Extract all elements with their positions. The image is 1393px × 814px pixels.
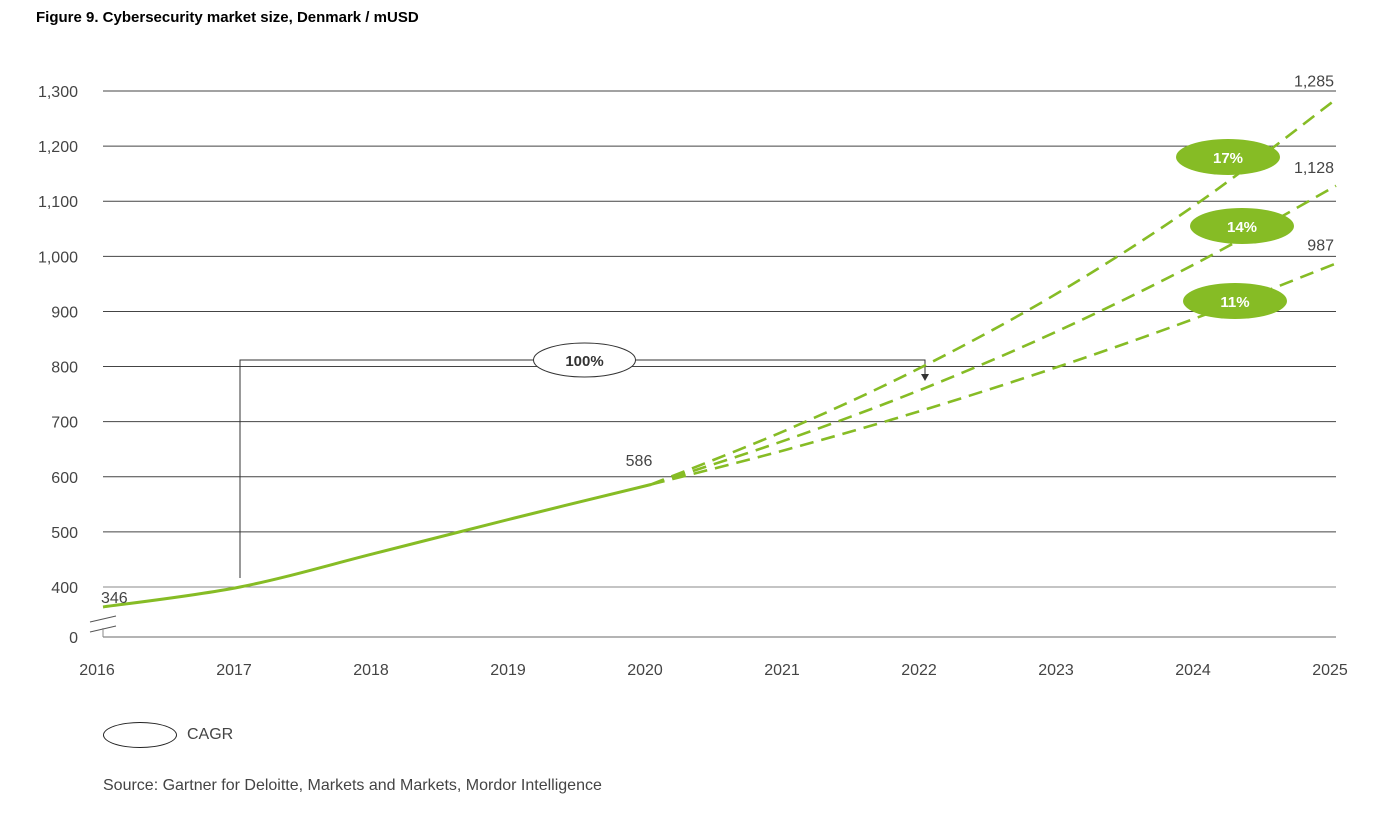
- y-tick-label: 500: [51, 525, 78, 542]
- x-tick-label: 2025: [1312, 662, 1348, 679]
- x-tick-label: 2023: [1038, 662, 1074, 679]
- y-tick-label: 1,300: [38, 84, 78, 101]
- axis-break-mark: [89, 615, 117, 623]
- gridlines: [89, 90, 1336, 638]
- projection-line: [650, 98, 1337, 486]
- y-tick-label: 0: [69, 630, 78, 647]
- legend: CAGR: [103, 722, 233, 748]
- historical-line: [102, 483, 652, 609]
- projection-line: [650, 184, 1337, 486]
- data-labels: 1,285 17% 1,128 14% 987 11% 346 586: [101, 73, 1334, 607]
- y-tick-label: 400: [51, 580, 78, 597]
- series: [102, 98, 1337, 609]
- end-value-label: 1,285: [1294, 73, 1334, 90]
- x-tick-label: 2016: [79, 662, 115, 679]
- y-tick-label: 1,100: [38, 194, 78, 211]
- cagr-bubble-label: 14%: [1227, 219, 1257, 236]
- x-tick-label: 2018: [353, 662, 389, 679]
- x-tick-label: 2017: [216, 662, 252, 679]
- end-value-label: 987: [1307, 237, 1334, 254]
- y-tick-label: 1,000: [38, 249, 78, 266]
- x-tick-label: 2020: [627, 662, 663, 679]
- cagr-bubble-label: 17%: [1213, 150, 1243, 167]
- x-tick-label: 2022: [901, 662, 937, 679]
- y-axis-ticks: 0 400 500 600 700 800 900 1,000 1,100 1,200 1,300: [38, 84, 78, 647]
- cagr-ellipse: [533, 342, 636, 378]
- y-tick-label: 700: [51, 415, 78, 432]
- cagr-bubble: [1183, 283, 1287, 319]
- y-tick-label: 1,200: [38, 139, 78, 156]
- legend-label-cagr: CAGR: [187, 726, 234, 743]
- cagr-bubble: [1176, 139, 1280, 175]
- cagr-bubble-label: 11%: [1220, 294, 1249, 311]
- ellipse-outline-icon: [103, 722, 177, 748]
- x-tick-label: 2024: [1175, 662, 1211, 679]
- data-label: 586: [626, 453, 653, 470]
- y-tick-label: 900: [51, 304, 78, 321]
- y-tick-label: 600: [51, 470, 78, 487]
- end-value-label: 1,128: [1294, 160, 1334, 177]
- data-label: 346: [101, 590, 128, 607]
- chart-title: Figure 9. Cybersecurity market size, Den…: [36, 9, 419, 26]
- y-tick-label: 800: [51, 360, 78, 377]
- annotation-label: 100%: [565, 353, 603, 370]
- cagr-bubble: [1190, 208, 1294, 244]
- arrow-down-icon: [921, 374, 929, 381]
- x-tick-label: 2021: [764, 662, 800, 679]
- growth-bracket: [239, 359, 926, 578]
- source-note: Source: Gartner for Deloitte, Markets an…: [103, 777, 602, 794]
- x-tick-label: 2019: [490, 662, 526, 679]
- annotations: 100%: [239, 342, 929, 578]
- x-axis-ticks: 2016 2017 2018 2019 2020 2021 2022 2023 2024 2025: [79, 662, 1348, 679]
